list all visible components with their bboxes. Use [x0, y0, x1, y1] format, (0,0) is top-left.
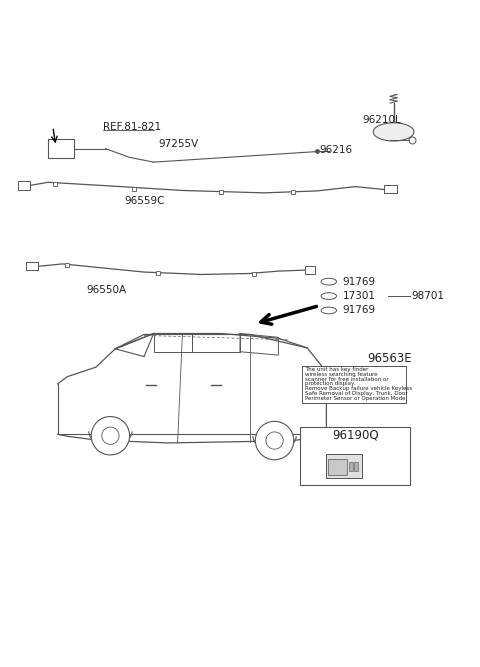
Circle shape — [102, 427, 119, 444]
Text: 96216: 96216 — [319, 145, 352, 155]
Text: 91769: 91769 — [343, 305, 376, 315]
FancyBboxPatch shape — [300, 427, 410, 485]
Text: The unit has key finder: The unit has key finder — [305, 367, 368, 372]
Circle shape — [255, 422, 294, 460]
Text: REF.81-821: REF.81-821 — [103, 122, 161, 132]
Text: Perimeter Sensor or Operation Mode: Perimeter Sensor or Operation Mode — [305, 396, 405, 401]
Circle shape — [91, 416, 130, 455]
Circle shape — [266, 432, 283, 449]
FancyBboxPatch shape — [384, 185, 397, 193]
FancyBboxPatch shape — [328, 460, 347, 475]
FancyBboxPatch shape — [305, 266, 315, 274]
FancyBboxPatch shape — [354, 462, 358, 472]
Text: protection display.: protection display. — [305, 382, 355, 386]
FancyBboxPatch shape — [349, 462, 353, 472]
Text: 98701: 98701 — [412, 291, 445, 301]
Text: wireless searching feature: wireless searching feature — [305, 372, 377, 377]
Ellipse shape — [321, 278, 336, 285]
FancyBboxPatch shape — [26, 261, 38, 270]
Ellipse shape — [321, 307, 336, 313]
FancyBboxPatch shape — [48, 139, 74, 158]
FancyBboxPatch shape — [18, 181, 30, 189]
Text: 96190Q: 96190Q — [332, 428, 379, 442]
Text: 96563E: 96563E — [367, 352, 412, 365]
FancyBboxPatch shape — [326, 454, 362, 478]
Text: 96559C: 96559C — [125, 197, 165, 207]
Text: 97255V: 97255V — [158, 139, 199, 149]
Ellipse shape — [321, 293, 336, 299]
Text: 96550A: 96550A — [86, 285, 127, 295]
Text: 96210L: 96210L — [362, 115, 401, 125]
Text: 17301: 17301 — [343, 291, 376, 301]
FancyBboxPatch shape — [302, 366, 406, 403]
Text: Remove Backup failure vehicle Keyless: Remove Backup failure vehicle Keyless — [305, 386, 412, 392]
Text: scanner for free installation or: scanner for free installation or — [305, 377, 388, 382]
Text: Safe Removal of Display, Trunk, Door: Safe Removal of Display, Trunk, Door — [305, 391, 408, 396]
Ellipse shape — [373, 123, 414, 141]
Text: 91769: 91769 — [343, 277, 376, 287]
